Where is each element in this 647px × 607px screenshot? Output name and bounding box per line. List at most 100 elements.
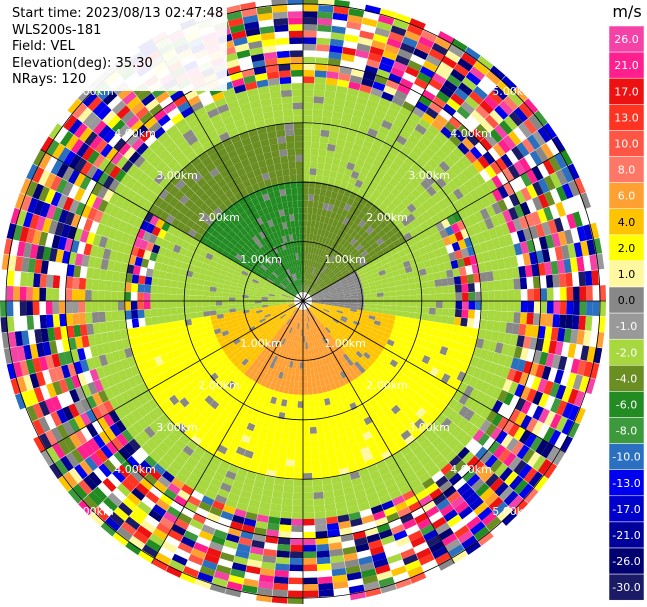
radar-gate	[307, 315, 311, 322]
radar-gate	[257, 268, 265, 275]
radar-gate	[453, 459, 467, 473]
radar-gate	[327, 324, 334, 331]
radar-gate	[350, 346, 359, 354]
radar-gate	[262, 555, 277, 564]
radar-gate	[249, 289, 256, 294]
radar-gate	[406, 24, 424, 36]
radar-gate	[281, 305, 289, 308]
radar-gate	[535, 439, 549, 455]
radar-gate	[310, 220, 316, 228]
radar-gate	[236, 331, 245, 339]
radar-gate	[464, 540, 482, 555]
radar-gate	[76, 142, 90, 158]
radar-gate	[59, 313, 67, 327]
radar-gate	[186, 134, 199, 146]
radar-gate	[354, 137, 365, 147]
radar-gate	[378, 390, 388, 400]
radar-gate	[361, 387, 370, 397]
radar-gate	[521, 138, 535, 154]
radar-gate	[527, 288, 535, 301]
radar-gate	[149, 103, 164, 117]
radar-gate	[325, 437, 334, 446]
radar-gate	[351, 477, 363, 487]
radar-gate	[71, 448, 85, 464]
radar-gate	[61, 250, 71, 264]
radar-gate	[383, 216, 393, 225]
radar-gate	[133, 155, 146, 168]
radar-gate	[275, 356, 282, 365]
radar-gate	[566, 286, 574, 301]
radar-gate	[407, 317, 416, 325]
radar-gate	[164, 248, 173, 258]
radar-gate	[350, 303, 358, 307]
radar-gate	[318, 296, 325, 299]
radar-gate	[425, 107, 439, 120]
radar-gate	[379, 163, 390, 173]
radar-gate	[269, 308, 276, 312]
radar-gate	[99, 377, 110, 390]
radar-gate	[329, 311, 336, 316]
radar-gate	[260, 454, 270, 464]
radar-gate	[19, 360, 30, 377]
radar-gate	[338, 201, 347, 210]
radar-gate	[360, 250, 369, 258]
radar-gate	[439, 246, 449, 256]
radar-gate	[379, 352, 388, 360]
radar-gate	[204, 518, 218, 529]
radar-gate	[287, 302, 295, 305]
radar-gate	[494, 247, 504, 260]
radar-gate	[67, 169, 81, 185]
radar-gate	[108, 249, 118, 262]
radar-gate	[155, 90, 170, 104]
radar-gate	[415, 42, 432, 55]
radar-gate	[411, 162, 423, 173]
radar-gate	[165, 170, 177, 182]
radar-gate	[235, 223, 244, 232]
radar-gate	[303, 531, 316, 539]
radar-gate	[450, 519, 466, 533]
radar-gate	[372, 476, 384, 487]
radar-gate	[214, 494, 228, 505]
radar-gate	[60, 326, 69, 340]
radar-gate	[65, 276, 74, 289]
radar-gate	[480, 119, 494, 133]
radar-gate	[221, 265, 230, 273]
radar-gate	[303, 316, 306, 323]
radar-gate	[261, 274, 269, 281]
radar-gate	[165, 420, 177, 433]
radar-gate	[213, 197, 224, 207]
radar-gate	[471, 128, 485, 142]
radar-gate	[14, 393, 27, 410]
radar-gate	[393, 530, 408, 542]
radar-gate	[126, 133, 140, 147]
radar-gate	[303, 368, 307, 376]
radar-gate	[358, 502, 371, 512]
radar-gate	[538, 393, 550, 408]
radar-gate	[457, 142, 470, 155]
radar-gate	[406, 398, 417, 409]
radar-gate	[544, 326, 553, 340]
radar-gate	[0, 285, 7, 301]
radar-gate	[387, 461, 399, 472]
radar-gate	[492, 321, 501, 332]
radar-gate	[174, 518, 190, 531]
radar-gate	[296, 308, 300, 316]
radar-gate	[514, 411, 527, 427]
radar-gate	[170, 374, 181, 385]
radar-gate	[266, 352, 273, 360]
radar-gate	[170, 89, 184, 102]
radar-gate	[264, 475, 276, 485]
radar-gate	[248, 552, 263, 562]
radar-gate	[508, 381, 519, 395]
radar-gate	[448, 251, 457, 262]
radar-gate	[361, 205, 370, 215]
radar-gate	[133, 217, 144, 229]
radar-gate	[276, 309, 284, 314]
radar-gate	[503, 490, 519, 506]
radar-gate	[280, 438, 289, 447]
radar-gate	[276, 328, 283, 335]
radar-gate	[181, 418, 193, 430]
radar-gate	[314, 310, 321, 316]
radar-gate	[115, 339, 124, 351]
radar-gate	[16, 209, 28, 226]
